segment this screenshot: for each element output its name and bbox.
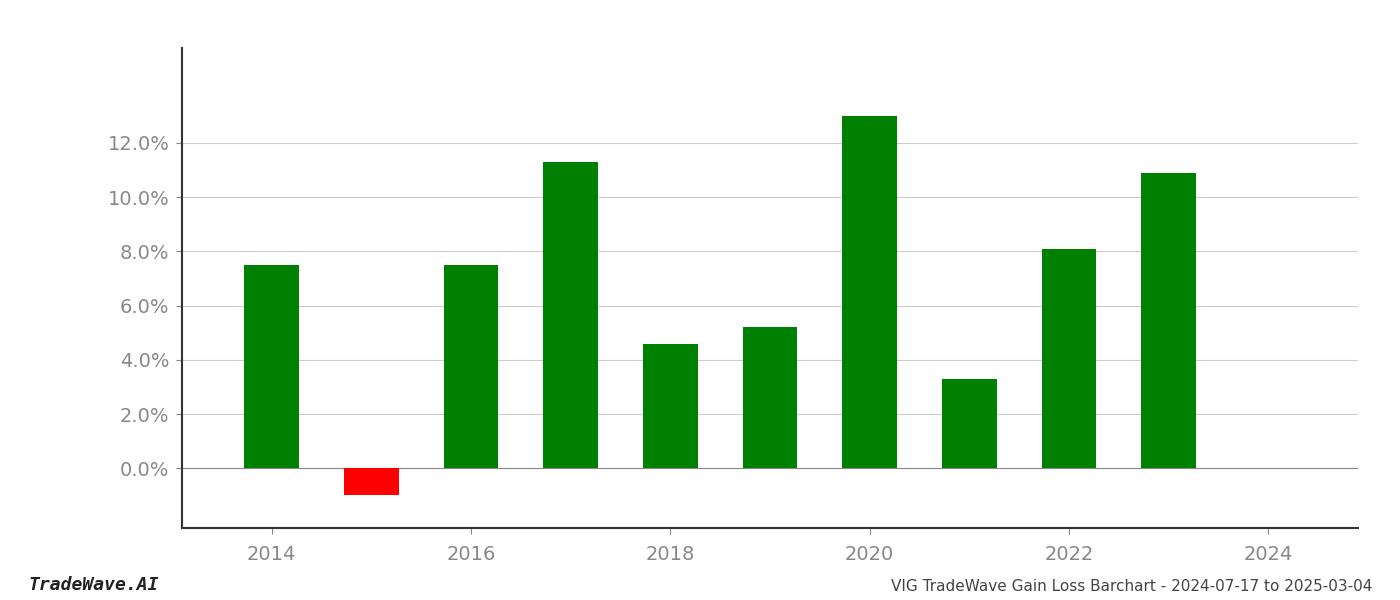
Bar — [244, 265, 300, 469]
Bar — [942, 379, 997, 469]
Bar — [344, 469, 399, 496]
Bar — [444, 265, 498, 469]
Bar — [543, 162, 598, 469]
Bar — [843, 116, 897, 469]
Text: VIG TradeWave Gain Loss Barchart - 2024-07-17 to 2025-03-04: VIG TradeWave Gain Loss Barchart - 2024-… — [890, 579, 1372, 594]
Bar — [1141, 173, 1196, 469]
Bar — [1042, 248, 1096, 469]
Bar — [742, 328, 798, 469]
Bar — [643, 344, 697, 469]
Text: TradeWave.AI: TradeWave.AI — [28, 576, 158, 594]
